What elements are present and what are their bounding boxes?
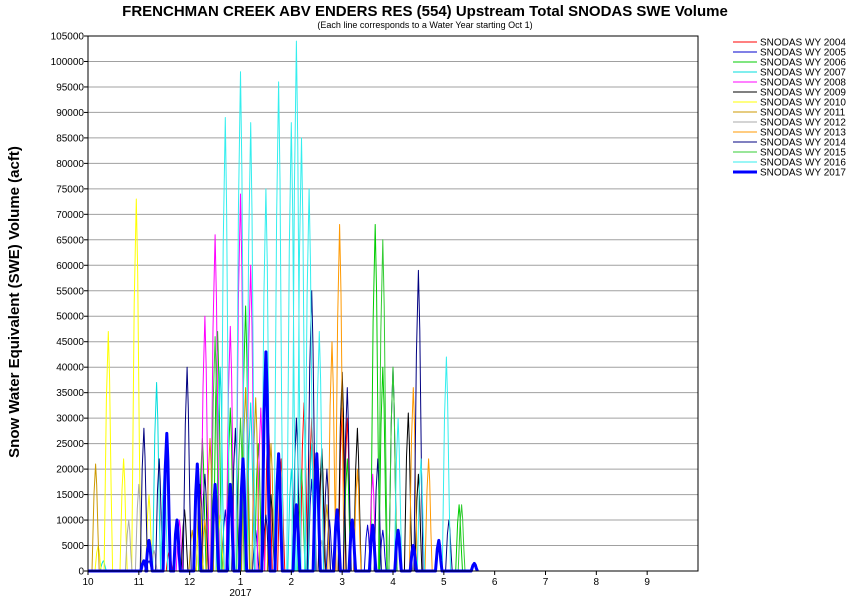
legend-label: SNODAS WY 2007: [760, 68, 846, 79]
plot-frame: [87, 35, 699, 572]
y-tick-label: 40000: [56, 363, 84, 374]
y-tick-label: 10000: [56, 516, 84, 527]
x-tick-label: 7: [543, 577, 549, 588]
x-tick-label: 10: [82, 577, 94, 588]
y-tick-label: 95000: [56, 82, 84, 93]
x-tick-label: 1: [238, 577, 244, 588]
x-tick-label: 3: [339, 577, 345, 588]
legend-label: SNODAS WY 2004: [760, 38, 846, 49]
legend-label: SNODAS WY 2006: [760, 58, 846, 69]
legend-label: SNODAS WY 2010: [760, 98, 846, 109]
y-tick-label: 50000: [56, 312, 84, 323]
legend-label: SNODAS WY 2009: [760, 88, 846, 99]
x-tick-label: 4: [390, 577, 396, 588]
x-tick-label: 12: [184, 577, 196, 588]
x-tick-label: 2: [289, 577, 295, 588]
chart-title: FRENCHMAN CREEK ABV ENDERS RES (554) Ups…: [122, 3, 728, 20]
y-tick-label: 65000: [56, 235, 84, 246]
y-ticks: 0 5000 10000 15000 20000 25000 30000 35000 40000…: [51, 32, 88, 578]
chart-subtitle: (Each line corresponds to a Water Year s…: [317, 20, 532, 30]
y-tick-label: 75000: [56, 184, 84, 195]
legend-label: SNODAS WY 2016: [760, 158, 846, 169]
legend-label: SNODAS WY 2015: [760, 148, 846, 159]
y-tick-label: 90000: [56, 108, 84, 119]
y-tick-label: 25000: [56, 439, 84, 450]
y-tick-label: 30000: [56, 414, 84, 425]
y-tick-label: 70000: [56, 210, 84, 221]
y-tick-label: 5000: [62, 541, 85, 552]
y-tick-label: 20000: [56, 465, 84, 476]
x-tick-label: 11: [134, 577, 145, 588]
y-tick-label: 80000: [56, 159, 84, 170]
y-tick-label: 100000: [51, 57, 85, 68]
legend-label: SNODAS WY 2017: [760, 168, 846, 179]
x-tick-label: 8: [594, 577, 600, 588]
gridlines: [88, 35, 698, 572]
legend-label: SNODAS WY 2011: [760, 108, 846, 119]
y-tick-label: 85000: [56, 133, 84, 144]
y-tick-label: 15000: [56, 490, 84, 501]
x-year-label: 2017: [229, 588, 252, 599]
x-tick-label: 6: [492, 577, 498, 588]
x-tick-label: 9: [644, 577, 650, 588]
y-tick-label: 0: [78, 567, 84, 578]
series-layer: [88, 40, 479, 573]
legend-label: SNODAS WY 2012: [760, 118, 846, 129]
y-tick-label: 105000: [51, 32, 85, 43]
legend-label: SNODAS WY 2005: [760, 48, 846, 59]
y-tick-label: 60000: [56, 261, 84, 272]
x-tick-label: 5: [441, 577, 447, 588]
legend-label: SNODAS WY 2008: [760, 78, 846, 89]
y-tick-label: 45000: [56, 337, 84, 348]
series-line-wy2006: [88, 224, 463, 572]
legend-label: SNODAS WY 2013: [760, 128, 846, 139]
y-tick-label: 35000: [56, 388, 84, 399]
y-tick-label: 55000: [56, 286, 84, 297]
legend-label: SNODAS WY 2014: [760, 138, 846, 149]
y-axis-label: Snow Water Equivalent (SWE) Volume (acft…: [6, 146, 23, 458]
